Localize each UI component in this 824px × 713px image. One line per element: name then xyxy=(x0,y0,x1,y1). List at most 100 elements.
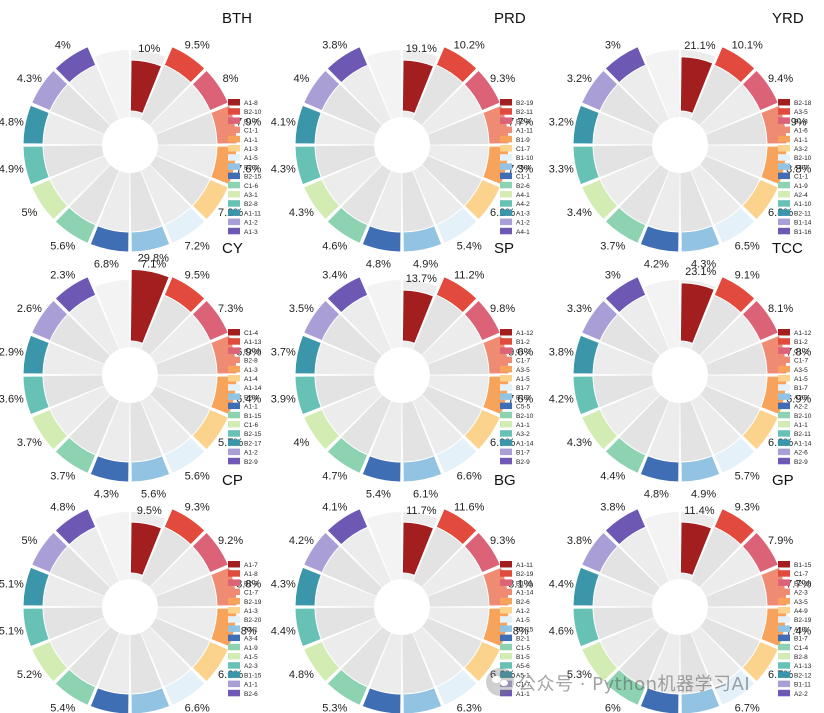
value-label: 4% xyxy=(293,437,309,449)
value-label: 4.3% xyxy=(17,73,42,85)
legend-swatch xyxy=(500,653,512,660)
legend-swatch xyxy=(228,356,240,364)
legend-swatch xyxy=(500,616,512,623)
background-wedge xyxy=(706,571,775,607)
value-label: 4.4% xyxy=(549,578,574,590)
legend-label: A1-5 xyxy=(794,376,808,383)
legend-label: A1-9 xyxy=(244,645,258,652)
bar-b1-2 xyxy=(402,455,443,483)
bar-c1-6 xyxy=(30,408,69,451)
bar-b1-11 xyxy=(463,531,502,574)
bar-b2-11 xyxy=(435,45,478,84)
value-label: 8% xyxy=(513,626,529,638)
bar-a1-14 xyxy=(572,334,600,375)
bar-a1-13 xyxy=(163,275,206,314)
value-label: 3.8% xyxy=(600,501,625,513)
legend-swatch xyxy=(228,163,240,170)
background-wedge xyxy=(428,375,497,411)
legend-swatch xyxy=(500,402,512,410)
legend-swatch xyxy=(228,680,240,688)
background-wedge xyxy=(680,633,716,702)
bar-a1-1 xyxy=(680,687,721,713)
chart-prd: 19.1%10.2%9.3%7.7%7.3%6.2%5.4%4.9%4.8%4.… xyxy=(271,10,534,271)
legend-label: A1-1 xyxy=(794,422,808,429)
background-wedge xyxy=(156,375,225,411)
value-label: 21.1% xyxy=(684,40,715,52)
bar-b2-10 xyxy=(713,206,756,245)
bar-b2-11 xyxy=(572,375,600,416)
bar-a3-2 xyxy=(294,375,322,416)
bar-b2-4 xyxy=(130,455,171,483)
background-wedge xyxy=(706,607,775,643)
chart-cp: 9.5%9.3%9.2%8.8%8%6.6%6.6%5.8%5.5%5.4%5.… xyxy=(0,472,262,713)
bar-a1-8 xyxy=(163,507,206,546)
value-label: 3.4% xyxy=(567,207,592,219)
background-wedge xyxy=(585,607,654,643)
chart-title: TCC xyxy=(772,240,803,257)
value-label: 19.1% xyxy=(406,43,437,55)
legend-label: B2-6 xyxy=(516,183,530,190)
legend-label: A3-2 xyxy=(516,431,530,438)
background-wedge xyxy=(680,171,716,240)
legend-label: A1-3 xyxy=(244,229,258,236)
bar-a5-1 xyxy=(294,566,322,607)
legend-swatch xyxy=(500,200,512,207)
legend-label: A2-3 xyxy=(794,590,808,597)
background-wedge xyxy=(585,375,654,411)
legend-swatch xyxy=(228,643,240,651)
legend-label: A1-2 xyxy=(244,450,258,457)
bar-b1-15 xyxy=(22,566,50,607)
legend-label: B1-9 xyxy=(516,137,530,144)
background-wedge xyxy=(585,109,654,145)
legend-label: B1-2 xyxy=(516,339,530,346)
value-label: 6.7% xyxy=(735,703,760,713)
legend-swatch xyxy=(778,588,790,596)
background-wedge xyxy=(644,633,680,702)
legend-label: B2-10 xyxy=(794,580,812,587)
legend-label: A4-2 xyxy=(516,201,530,208)
bar-c1-7 xyxy=(463,178,502,221)
legend-label: C1-1 xyxy=(516,174,530,181)
chart-cy: 29.8%9.5%7.3%6.9%6.4%5.7%5.6%5.6%4.3%3.7… xyxy=(0,240,262,501)
background-wedge xyxy=(585,571,654,607)
chart-yrd: 21.1%10.1%9.4%9%8.8%6.8%6.5%4.3%4.2%3.7%… xyxy=(549,10,812,271)
legend-label: A1-8 xyxy=(244,571,258,578)
bar-c5-5 xyxy=(361,455,402,483)
legend-label: A1-1 xyxy=(794,626,808,633)
legend-swatch xyxy=(228,209,240,216)
legend-label: B2-19 xyxy=(244,599,262,606)
bar-a2-4 xyxy=(580,178,619,221)
bar-b1-10 xyxy=(435,206,478,245)
legend-swatch xyxy=(500,117,512,124)
value-label: 7.4% xyxy=(786,626,811,638)
legend-label: B2-1 xyxy=(516,636,530,643)
value-label: 8.1% xyxy=(768,303,793,315)
legend-label: C1-7 xyxy=(516,358,530,365)
background-wedge xyxy=(35,607,105,643)
legend-label: A1-5 xyxy=(516,376,530,383)
bar-a1-3 xyxy=(191,178,230,221)
gap-wedge xyxy=(94,50,130,120)
bar-a3-2 xyxy=(741,178,780,221)
wechat-icon xyxy=(486,668,514,696)
legend-swatch xyxy=(228,579,240,586)
legend-label: A1-5 xyxy=(244,155,258,162)
value-label: 3.4% xyxy=(322,269,347,281)
bar-a2-3 xyxy=(680,455,721,483)
value-label: 4.3% xyxy=(691,259,716,271)
legend-label: B2-9 xyxy=(244,580,258,587)
legend-swatch xyxy=(228,117,240,124)
background-wedge xyxy=(94,171,130,240)
value-label: 9% xyxy=(791,116,807,128)
background-wedge xyxy=(35,339,105,375)
bar-c1-2 xyxy=(463,299,502,342)
legend-label: A1-1 xyxy=(244,404,258,411)
legend-swatch xyxy=(778,680,790,688)
legend-label: A3-2 xyxy=(794,146,808,153)
gap-wedge xyxy=(94,280,130,349)
background-wedge xyxy=(307,571,376,607)
legend-swatch xyxy=(778,329,790,336)
bar-c1-4 xyxy=(604,668,647,707)
legend-swatch xyxy=(228,145,240,152)
legend-swatch xyxy=(228,135,240,143)
